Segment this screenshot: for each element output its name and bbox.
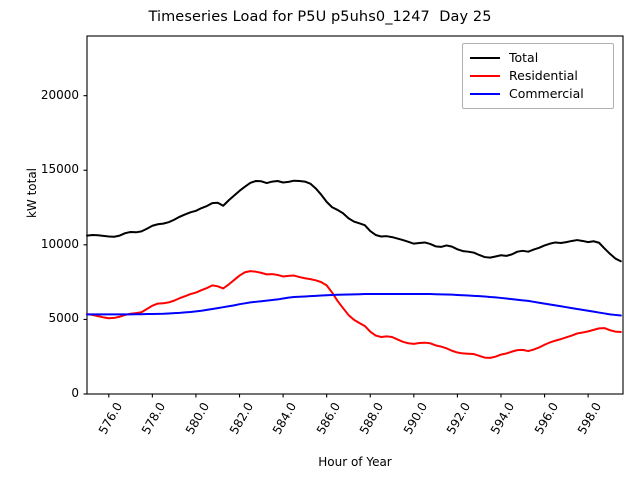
y-tick-label: 10000 bbox=[40, 236, 79, 251]
x-axis-label: Hour of Year bbox=[318, 455, 392, 469]
legend-item-residential: Residential bbox=[470, 67, 606, 85]
legend-item-total: Total bbox=[470, 49, 606, 67]
series-line-commercial bbox=[86, 293, 622, 317]
legend-swatch-commercial bbox=[470, 93, 500, 95]
series-line-residential bbox=[86, 270, 622, 359]
y-axis-label: kW total bbox=[25, 167, 39, 219]
y-tick-label: 15000 bbox=[40, 162, 79, 177]
series-line-total bbox=[86, 179, 622, 263]
y-tick-label: 20000 bbox=[40, 87, 79, 102]
chart-legend: Total Residential Commercial bbox=[462, 43, 614, 109]
legend-swatch-total bbox=[470, 57, 500, 59]
legend-label-total: Total bbox=[509, 50, 539, 65]
legend-swatch-residential bbox=[470, 75, 500, 77]
legend-item-commercial: Commercial bbox=[470, 85, 606, 103]
y-tick-label: 5000 bbox=[48, 311, 79, 326]
legend-label-residential: Residential bbox=[509, 68, 578, 83]
chart-title: Timeseries Load for P5U p5uhs0_1247 Day … bbox=[148, 9, 492, 25]
legend-label-commercial: Commercial bbox=[509, 86, 584, 101]
plot-frame bbox=[86, 35, 624, 395]
y-tick-label: 0 bbox=[71, 386, 79, 400]
